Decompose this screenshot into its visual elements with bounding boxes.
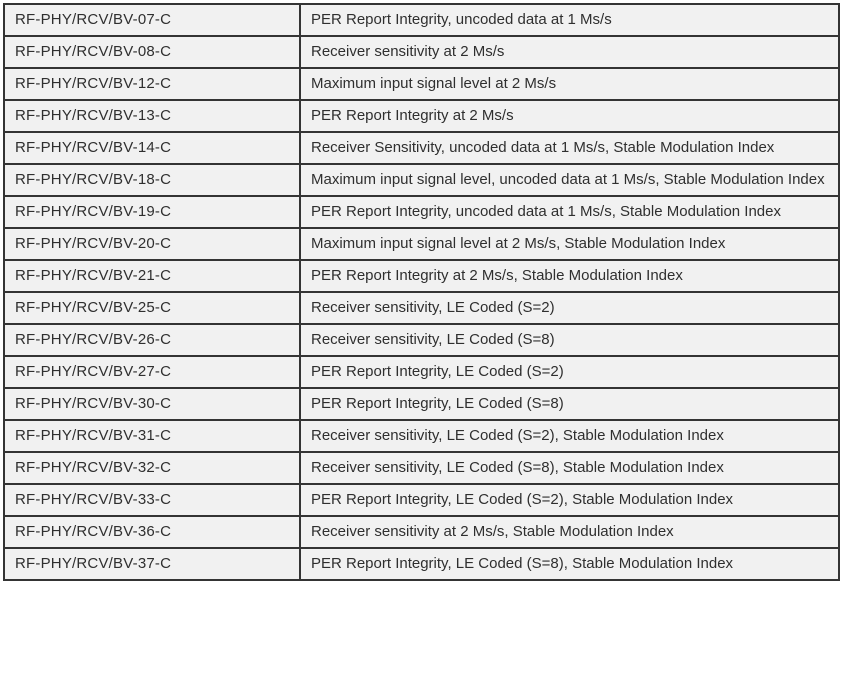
test-case-id-cell: RF-PHY/RCV/BV-18-C	[3, 163, 301, 197]
test-case-id-cell: RF-PHY/RCV/BV-13-C	[3, 99, 301, 133]
test-case-description-cell: PER Report Integrity, LE Coded (S=8), St…	[299, 547, 840, 581]
test-case-description-cell: PER Report Integrity, LE Coded (S=2), St…	[299, 483, 840, 517]
test-case-id-cell: RF-PHY/RCV/BV-26-C	[3, 323, 301, 357]
test-case-id-cell: RF-PHY/RCV/BV-33-C	[3, 483, 301, 517]
table-row: RF-PHY/RCV/BV-30-C PER Report Integrity, …	[3, 387, 840, 421]
table-row: RF-PHY/RCV/BV-12-C Maximum input signal l…	[3, 67, 840, 101]
test-case-description-cell: Maximum input signal level at 2 Ms/s, St…	[299, 227, 840, 261]
table-row: RF-PHY/RCV/BV-25-C Receiver sensitivity, …	[3, 291, 840, 325]
test-case-description-cell: PER Report Integrity, LE Coded (S=2)	[299, 355, 840, 389]
test-case-description-cell: Receiver sensitivity, LE Coded (S=8)	[299, 323, 840, 357]
table-row: RF-PHY/RCV/BV-21-C PER Report Integrity a…	[3, 259, 840, 293]
table-row: RF-PHY/RCV/BV-31-C Receiver sensitivity, …	[3, 419, 840, 453]
test-case-description-cell: Receiver sensitivity, LE Coded (S=2), St…	[299, 419, 840, 453]
test-case-table-body: RF-PHY/RCV/BV-07-C PER Report Integrity, …	[3, 3, 840, 581]
test-case-description-cell: Maximum input signal level, uncoded data…	[299, 163, 840, 197]
test-case-id-cell: RF-PHY/RCV/BV-12-C	[3, 67, 301, 101]
table-row: RF-PHY/RCV/BV-37-C PER Report Integrity, …	[3, 547, 840, 581]
table-row: RF-PHY/RCV/BV-18-C Maximum input signal l…	[3, 163, 840, 197]
test-case-description-cell: PER Report Integrity at 2 Ms/s, Stable M…	[299, 259, 840, 293]
test-case-description-cell: Receiver Sensitivity, uncoded data at 1 …	[299, 131, 840, 165]
table-row: RF-PHY/RCV/BV-14-C Receiver Sensitivity, …	[3, 131, 840, 165]
test-case-id-cell: RF-PHY/RCV/BV-21-C	[3, 259, 301, 293]
table-row: RF-PHY/RCV/BV-33-C PER Report Integrity, …	[3, 483, 840, 517]
test-case-id-cell: RF-PHY/RCV/BV-31-C	[3, 419, 301, 453]
test-case-description-cell: Maximum input signal level at 2 Ms/s	[299, 67, 840, 101]
table-row: RF-PHY/RCV/BV-13-C PER Report Integrity a…	[3, 99, 840, 133]
test-case-table: RF-PHY/RCV/BV-07-C PER Report Integrity, …	[3, 3, 840, 581]
test-case-description-cell: Receiver sensitivity, LE Coded (S=8), St…	[299, 451, 840, 485]
table-row: RF-PHY/RCV/BV-19-C PER Report Integrity, …	[3, 195, 840, 229]
test-case-description-cell: Receiver sensitivity at 2 Ms/s	[299, 35, 840, 69]
test-case-id-cell: RF-PHY/RCV/BV-20-C	[3, 227, 301, 261]
test-case-id-cell: RF-PHY/RCV/BV-25-C	[3, 291, 301, 325]
table-row: RF-PHY/RCV/BV-32-C Receiver sensitivity, …	[3, 451, 840, 485]
test-case-id-cell: RF-PHY/RCV/BV-37-C	[3, 547, 301, 581]
table-row: RF-PHY/RCV/BV-27-C PER Report Integrity, …	[3, 355, 840, 389]
table-row: RF-PHY/RCV/BV-26-C Receiver sensitivity, …	[3, 323, 840, 357]
table-row: RF-PHY/RCV/BV-36-C Receiver sensitivity a…	[3, 515, 840, 549]
test-case-id-cell: RF-PHY/RCV/BV-30-C	[3, 387, 301, 421]
table-row: RF-PHY/RCV/BV-08-C Receiver sensitivity a…	[3, 35, 840, 69]
table-row: RF-PHY/RCV/BV-20-C Maximum input signal l…	[3, 227, 840, 261]
test-case-id-cell: RF-PHY/RCV/BV-27-C	[3, 355, 301, 389]
test-case-id-cell: RF-PHY/RCV/BV-08-C	[3, 35, 301, 69]
test-case-description-cell: Receiver sensitivity at 2 Ms/s, Stable M…	[299, 515, 840, 549]
test-case-id-cell: RF-PHY/RCV/BV-14-C	[3, 131, 301, 165]
test-case-id-cell: RF-PHY/RCV/BV-32-C	[3, 451, 301, 485]
test-case-description-cell: PER Report Integrity, uncoded data at 1 …	[299, 3, 840, 37]
test-case-description-cell: PER Report Integrity, uncoded data at 1 …	[299, 195, 840, 229]
test-case-description-cell: PER Report Integrity, LE Coded (S=8)	[299, 387, 840, 421]
table-row: RF-PHY/RCV/BV-07-C PER Report Integrity, …	[3, 3, 840, 37]
test-case-description-cell: Receiver sensitivity, LE Coded (S=2)	[299, 291, 840, 325]
test-case-id-cell: RF-PHY/RCV/BV-19-C	[3, 195, 301, 229]
test-case-id-cell: RF-PHY/RCV/BV-36-C	[3, 515, 301, 549]
test-case-id-cell: RF-PHY/RCV/BV-07-C	[3, 3, 301, 37]
test-case-description-cell: PER Report Integrity at 2 Ms/s	[299, 99, 840, 133]
